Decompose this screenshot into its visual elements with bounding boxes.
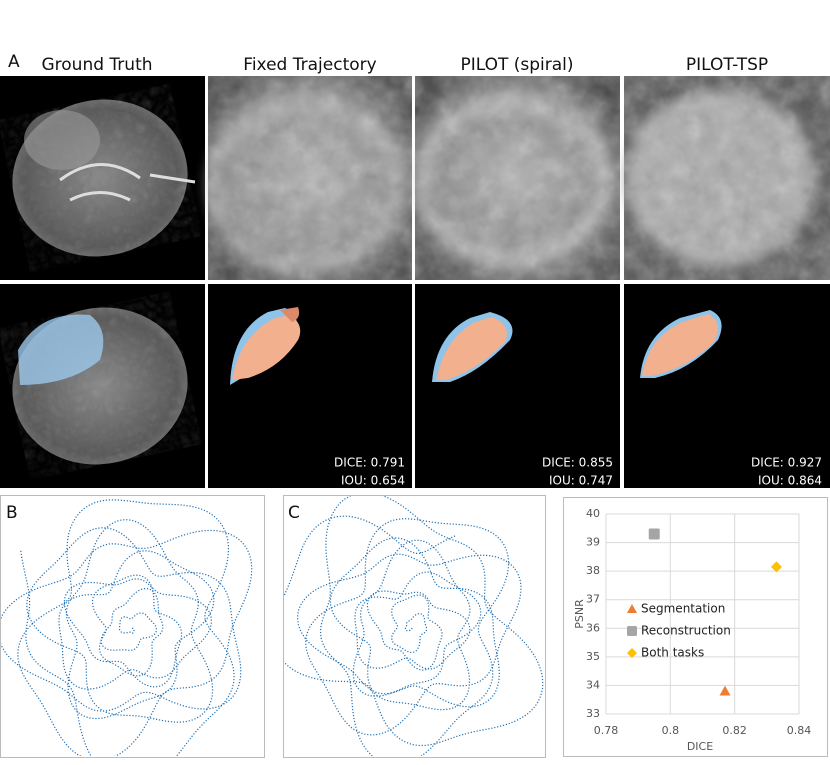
chart-frame	[563, 497, 828, 757]
iou: IOU: 0.864	[758, 474, 822, 488]
trajectory-path	[284, 496, 544, 756]
x-axis-label: DICE	[687, 740, 713, 753]
column-title: Fixed Trajectory	[243, 55, 376, 75]
point	[719, 685, 731, 696]
ground-truth-image	[0, 76, 205, 280]
trajectory	[1, 499, 253, 756]
legend-label: Reconstruction	[641, 624, 731, 638]
dice: DICE: 0.791	[334, 456, 405, 470]
column-title: PILOT-TSP	[686, 55, 768, 75]
y-tick-label: 34	[586, 678, 600, 691]
segmentation	[415, 284, 620, 488]
y-tick-label: 36	[586, 621, 600, 634]
y-tick-label: 40	[586, 507, 600, 520]
y-tick-label: 38	[586, 564, 600, 577]
reconstruction-image	[624, 76, 830, 280]
trajectory-path	[1, 499, 253, 756]
dice: DICE: 0.927	[751, 456, 822, 470]
y-tick-label: 39	[586, 536, 600, 549]
panel-label: C	[288, 503, 300, 523]
ground-truth-segmentation	[0, 284, 205, 488]
column-title: PILOT (spiral)	[460, 55, 573, 75]
segmentation	[624, 284, 830, 488]
y-axis-label: PSNR	[573, 599, 586, 629]
legend-marker	[627, 626, 637, 636]
x-tick-label: 0.84	[787, 724, 812, 737]
legend-marker	[627, 648, 637, 658]
panel-frame	[0, 495, 265, 758]
panel-label: B	[6, 503, 18, 523]
point	[648, 528, 660, 540]
point	[770, 561, 782, 573]
segmentation	[208, 284, 412, 488]
dice: DICE: 0.855	[542, 456, 613, 470]
y-tick-label: 37	[586, 593, 600, 606]
x-tick-label: 0.8	[662, 724, 680, 737]
column-title: Ground Truth	[41, 55, 152, 75]
panel-frame	[283, 495, 546, 758]
x-tick-label: 0.82	[722, 724, 747, 737]
reconstruction-image	[413, 76, 620, 280]
legend-label: Segmentation	[641, 602, 725, 616]
legend-marker	[627, 604, 637, 613]
y-tick-label: 35	[586, 650, 600, 663]
iou: IOU: 0.654	[341, 474, 405, 488]
panel-label: A	[8, 52, 20, 72]
x-tick-label: 0.78	[594, 724, 619, 737]
iou: IOU: 0.747	[549, 474, 613, 488]
reconstruction-image	[206, 76, 412, 280]
legend-label: Both tasks	[641, 646, 704, 660]
scatter-plot: 33 34 35 36 37 38 39 40 0.78 0.8 0.82 0.84 Segmentat…	[586, 507, 811, 737]
trajectory	[284, 496, 544, 756]
y-tick-label: 33	[586, 707, 600, 720]
